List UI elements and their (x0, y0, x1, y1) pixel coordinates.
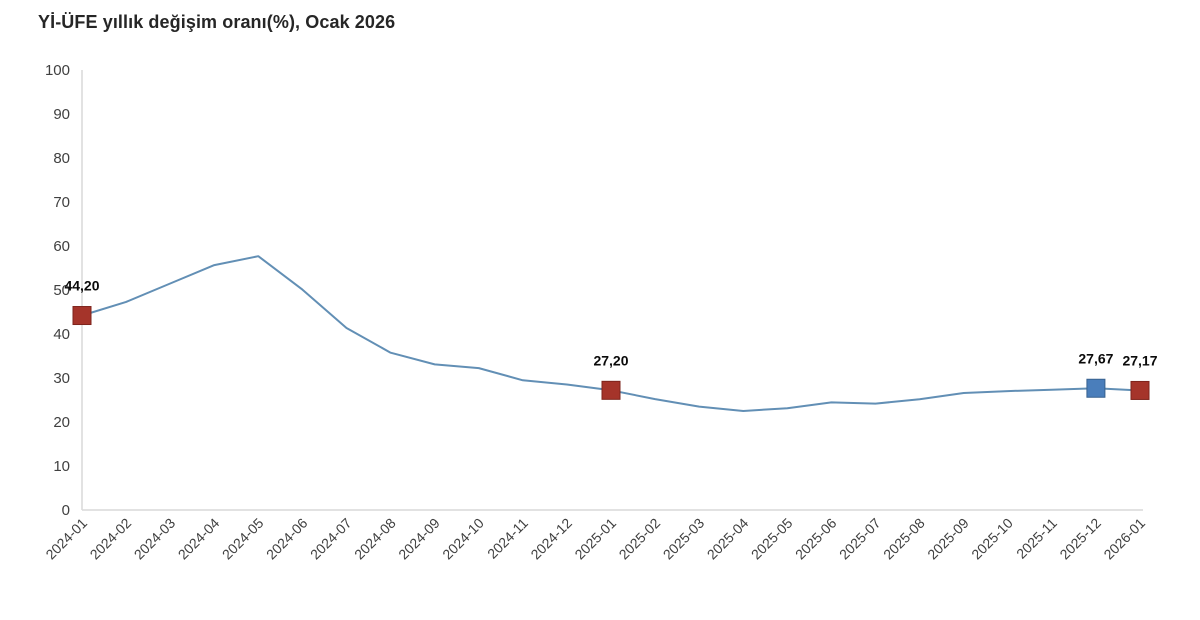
data-point-label: 44,20 (64, 278, 99, 294)
x-axis-tick-label: 2025-08 (880, 515, 928, 563)
chart-title: Yİ-ÜFE yıllık değişim oranı(%), Ocak 202… (38, 12, 396, 32)
x-axis-tick-label: 2025-04 (704, 515, 752, 563)
x-axis-tick-label: 2024-05 (219, 515, 267, 563)
x-axis-tick-label: 2025-02 (616, 515, 664, 563)
x-axis-tick-label: 2025-07 (836, 515, 884, 563)
red-square-marker (601, 380, 621, 400)
y-axis-tick-label: 0 (62, 502, 70, 519)
x-axis-tick-label: 2025-11 (1013, 515, 1060, 562)
y-axis-tick-label: 30 (53, 370, 70, 387)
x-axis-tick-label: 2024-09 (395, 515, 443, 563)
x-axis-tick-label: 2024-06 (263, 515, 311, 563)
y-axis-tick-label: 100 (45, 62, 70, 79)
red-square-marker (1130, 380, 1150, 400)
x-axis-tick-label: 2024-12 (527, 515, 575, 563)
x-axis-tick-label: 2024-03 (131, 515, 179, 563)
x-axis-tick-label: 2025-03 (660, 515, 708, 563)
y-axis-tick-label: 90 (53, 106, 70, 123)
x-axis-tick-label: 2024-08 (351, 515, 399, 563)
x-axis-tick-label: 2024-11 (484, 515, 531, 562)
y-axis-tick-label: 40 (53, 326, 70, 343)
x-axis-tick-label: 2024-10 (439, 515, 487, 563)
x-axis-tick-label: 2025-01 (571, 515, 619, 563)
x-axis-tick-label: 2024-01 (42, 515, 90, 563)
data-point-label: 27,17 (1122, 352, 1157, 368)
data-point-label: 27,67 (1078, 350, 1113, 366)
x-axis-tick-label: 2025-05 (748, 515, 796, 563)
x-axis-tick-label: 2025-12 (1056, 515, 1104, 563)
y-axis-tick-label: 10 (53, 458, 70, 475)
x-axis-tick-label: 2026-01 (1100, 515, 1148, 563)
data-point-label: 27,20 (593, 352, 628, 368)
blue-square-marker (1086, 378, 1106, 398)
x-axis-tick-label: 2025-10 (968, 515, 1016, 563)
y-axis-tick-label: 80 (53, 150, 70, 167)
y-axis-tick-label: 60 (53, 238, 70, 255)
x-axis-tick-label: 2025-09 (924, 515, 972, 563)
y-axis-tick-label: 50 (53, 282, 70, 299)
y-axis-tick-label: 20 (53, 414, 70, 431)
x-axis-tick-label: 2025-06 (792, 515, 840, 563)
y-axis-tick-label: 70 (53, 194, 70, 211)
x-axis-tick-label: 2024-02 (87, 515, 135, 563)
x-axis-tick-label: 2024-04 (175, 515, 223, 563)
red-square-marker (72, 306, 92, 326)
x-axis-tick-label: 2024-07 (307, 515, 355, 563)
